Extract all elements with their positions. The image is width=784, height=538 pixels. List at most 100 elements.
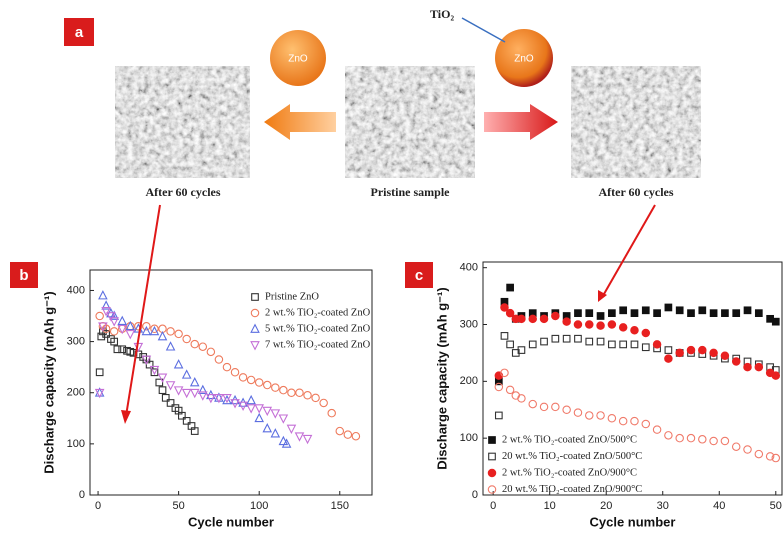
data-point (754, 362, 764, 372)
data-point (630, 416, 639, 426)
x-tick-label: 30 (657, 500, 669, 512)
data-point (608, 309, 616, 317)
data-point (287, 388, 296, 397)
data-point (517, 314, 526, 324)
data-point (743, 306, 752, 315)
data-point (117, 324, 128, 335)
x-tick-label: 50 (173, 500, 185, 512)
legend-marker (488, 436, 496, 444)
data-point (619, 306, 628, 315)
data-point (630, 309, 639, 317)
data-point (189, 376, 200, 387)
legend-marker (250, 308, 260, 318)
data-point (98, 322, 108, 332)
data-point (743, 362, 752, 372)
data-point (173, 386, 184, 396)
y-tick-label: 300 (67, 335, 85, 347)
data-point (142, 321, 151, 331)
data-point (585, 337, 594, 346)
data-point (311, 393, 320, 403)
data-point (95, 368, 104, 377)
data-point (118, 345, 127, 354)
data-point (653, 309, 661, 317)
data-point (198, 342, 208, 351)
data-point (771, 317, 780, 326)
data-point (721, 309, 729, 317)
data-point (573, 320, 583, 329)
data-point (641, 306, 650, 315)
data-point (528, 399, 537, 409)
annotation-arrow (603, 204, 656, 295)
data-point (190, 427, 199, 435)
data-point (641, 419, 651, 429)
data-point (125, 330, 136, 340)
data-point (720, 351, 730, 361)
legend-label: 2 wt.% TiO₂-coated ZnO (265, 307, 371, 318)
data-point (141, 355, 152, 365)
data-point (641, 328, 651, 338)
data-point (94, 388, 105, 399)
data-point (222, 362, 232, 372)
legend-label: 2 wt.% TiO₂-coated ZnO/500°C (502, 434, 637, 445)
data-point (731, 442, 741, 451)
coated-particle (495, 29, 553, 87)
data-point (161, 393, 170, 402)
data-point (573, 408, 583, 417)
data-point (206, 347, 216, 357)
legend-marker (250, 323, 260, 333)
data-point (698, 345, 707, 355)
data-point (596, 321, 605, 330)
data-point (150, 324, 159, 334)
data-point (238, 401, 248, 412)
data-point (343, 430, 353, 439)
arrow (484, 104, 558, 140)
data-point (619, 340, 628, 349)
x-tick-label: 40 (713, 500, 725, 512)
data-point (150, 368, 159, 377)
data-point (351, 431, 361, 441)
data-point (562, 317, 571, 326)
data-point (539, 314, 549, 324)
data-point (117, 315, 128, 325)
legend-label: Pristine ZnO (265, 291, 319, 302)
data-point (319, 398, 328, 408)
data-point (102, 330, 110, 338)
data-point (95, 311, 104, 321)
data-point (664, 431, 673, 440)
data-point (675, 306, 684, 315)
sem-image (115, 66, 250, 178)
data-point (197, 384, 208, 395)
data-point (302, 434, 313, 445)
data-point (709, 436, 718, 446)
panel-a: a ZnO ZnO TiO₂ After 60 cycles Pristine … (64, 7, 701, 199)
data-point (189, 388, 200, 399)
data-point (101, 307, 111, 317)
data-point (698, 435, 707, 444)
zno-particle (270, 30, 326, 86)
y-tick-label: 200 (67, 387, 85, 399)
legend-label: 20 wt.% TiO₂-coated ZnO/900°C (502, 484, 642, 495)
y-tick-label: 100 (67, 438, 85, 450)
data-point (607, 320, 617, 329)
data-point (178, 411, 186, 420)
data-point (303, 391, 312, 400)
data-point (214, 393, 224, 404)
data-point (270, 409, 281, 419)
data-point (630, 340, 639, 349)
panel-label-box (405, 262, 433, 288)
x-axis-title: Cycle number (188, 514, 274, 529)
data-point (278, 435, 289, 446)
data-point (562, 405, 571, 415)
data-point (113, 345, 122, 354)
particle-label: ZnO (288, 54, 308, 65)
data-point (506, 340, 514, 349)
data-point (618, 416, 628, 426)
data-point (166, 399, 175, 407)
data-point (190, 339, 199, 349)
y-tick-label: 100 (460, 432, 478, 444)
data-point (664, 303, 673, 312)
data-point (539, 402, 549, 412)
panel-label: c (415, 267, 423, 284)
